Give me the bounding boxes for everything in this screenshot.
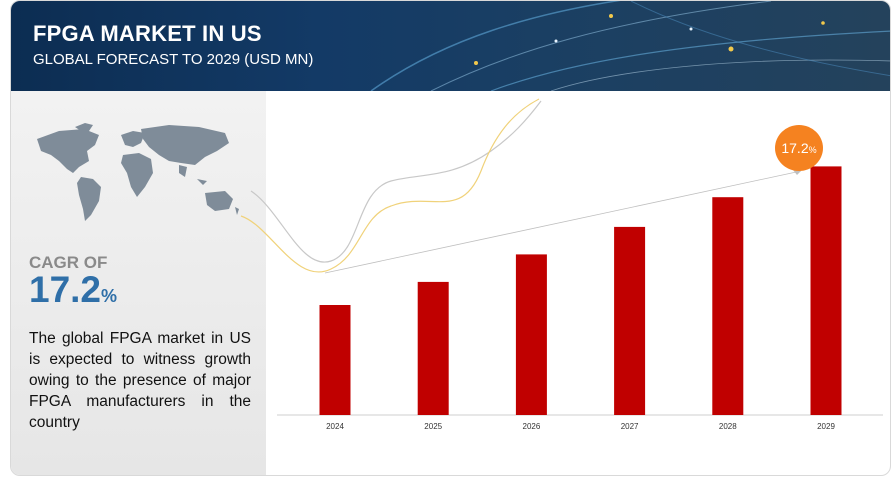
cagr-value: 17.2%	[29, 269, 117, 311]
x-tick-2025: 2025	[424, 422, 442, 431]
x-tick-2024: 2024	[326, 422, 344, 431]
world-map-icon	[37, 123, 239, 221]
x-tick-2028: 2028	[719, 422, 737, 431]
page-title: FPGA MARKET IN US	[33, 21, 262, 46]
bar-2025	[417, 281, 449, 415]
trend-arrow	[324, 170, 802, 274]
bar-chart: 2024 2025 2026 2027 2028 2029	[240, 98, 883, 431]
infographic-frame: FPGA MARKET IN US GLOBAL FORECAST TO 202…	[10, 0, 891, 476]
cagr-number: 17.2	[29, 269, 102, 310]
trend-arrowhead	[793, 170, 801, 175]
fiber-optic-decoration	[370, 1, 890, 91]
bar-2024	[319, 305, 351, 415]
bar-2027	[614, 226, 646, 415]
decorative-swoosh-gray	[250, 100, 542, 263]
summary-panel: CAGR OF 17.2% The global FPGA market in …	[11, 91, 266, 475]
bar-series	[319, 166, 842, 415]
badge-unit: %	[808, 144, 817, 155]
cagr-label: CAGR OF	[29, 253, 108, 272]
bar-2028	[712, 197, 744, 415]
badge-value: 17.2	[781, 140, 809, 156]
header-banner: FPGA MARKET IN US GLOBAL FORECAST TO 202…	[11, 1, 890, 91]
x-tick-2029: 2029	[817, 422, 835, 431]
decorative-swoosh-gold	[240, 98, 540, 273]
bar-2029	[810, 166, 842, 415]
market-description: The global FPGA market in US is expected…	[29, 330, 251, 431]
x-tick-2026: 2026	[523, 422, 541, 431]
cagr-badge: 17.2%	[775, 125, 823, 171]
cagr-unit: %	[101, 286, 118, 306]
x-tick-labels: 2024 2025 2026 2027 2028 2029	[326, 422, 835, 431]
page-subtitle: GLOBAL FORECAST TO 2029 (USD MN)	[33, 51, 314, 68]
x-tick-2027: 2027	[621, 422, 639, 431]
bar-2026	[515, 254, 547, 415]
